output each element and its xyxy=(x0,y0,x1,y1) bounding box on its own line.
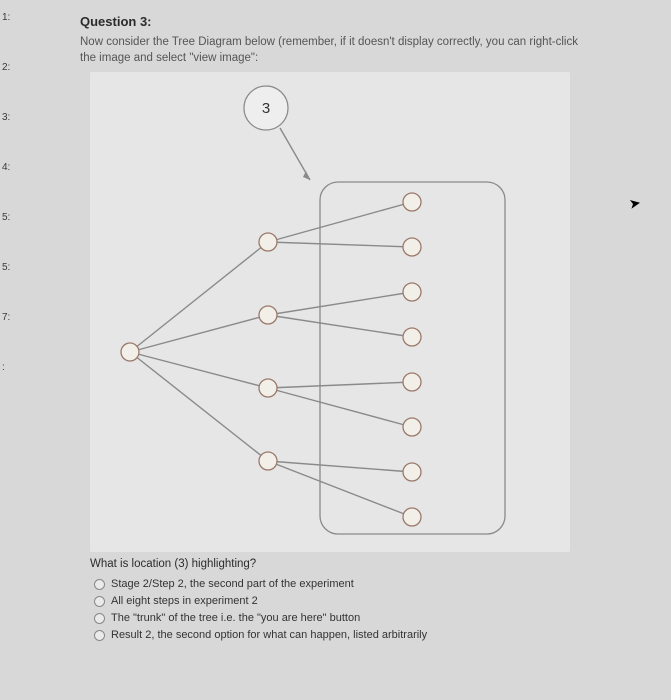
question-block: Question 3: Now consider the Tree Diagra… xyxy=(80,14,640,646)
question-prompt: What is location (3) highlighting? xyxy=(90,558,640,570)
answer-option[interactable]: Stage 2/Step 2, the second part of the e… xyxy=(94,578,640,590)
radio-icon[interactable] xyxy=(94,579,105,590)
question-title: Question 3: xyxy=(80,14,640,29)
sidebar-nav: 1:2:3:4:5:5:7:: xyxy=(0,0,22,700)
radio-icon[interactable] xyxy=(94,613,105,624)
answer-option-label: All eight steps in experiment 2 xyxy=(111,595,258,607)
answer-option-label: Result 2, the second option for what can… xyxy=(111,629,427,641)
sidebar-item[interactable]: 3: xyxy=(0,112,22,123)
answer-option[interactable]: Result 2, the second option for what can… xyxy=(94,629,640,641)
answer-options: Stage 2/Step 2, the second part of the e… xyxy=(94,578,640,641)
sidebar-item[interactable]: 7: xyxy=(0,312,22,323)
tree-diagram: 3 xyxy=(90,72,570,552)
sidebar-item[interactable]: 5: xyxy=(0,262,22,273)
sidebar-item[interactable]: : xyxy=(0,362,22,373)
answer-option[interactable]: The "trunk" of the tree i.e. the "you ar… xyxy=(94,612,640,624)
sidebar-item[interactable]: 4: xyxy=(0,162,22,173)
question-instructions: Now consider the Tree Diagram below (rem… xyxy=(80,35,580,66)
sidebar-item[interactable]: 2: xyxy=(0,62,22,73)
answer-option[interactable]: All eight steps in experiment 2 xyxy=(94,595,640,607)
radio-icon[interactable] xyxy=(94,596,105,607)
answer-option-label: The "trunk" of the tree i.e. the "you ar… xyxy=(111,612,360,624)
answer-option-label: Stage 2/Step 2, the second part of the e… xyxy=(111,578,354,590)
sidebar-item[interactable]: 5: xyxy=(0,212,22,223)
svg-text:3: 3 xyxy=(262,100,270,117)
radio-icon[interactable] xyxy=(94,630,105,641)
sidebar-item[interactable]: 1: xyxy=(0,12,22,23)
mouse-cursor-icon: ➤ xyxy=(628,194,643,213)
